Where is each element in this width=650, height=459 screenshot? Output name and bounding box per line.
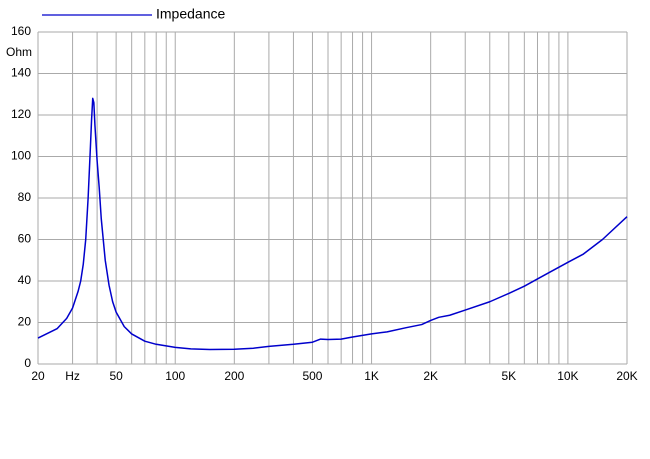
y-tick-label: 140 [11, 66, 31, 80]
x-tick-label: 100 [165, 369, 185, 383]
y-tick-label: 100 [11, 149, 31, 163]
y-axis-label: Ohm [6, 45, 32, 59]
x-tick-label: 20 [31, 369, 45, 383]
impedance-line [37, 97, 628, 351]
x-tick-label: 1K [364, 369, 379, 383]
x-tick-label: 20K [616, 369, 637, 383]
x-tick-label: 10K [557, 369, 578, 383]
x-tick-label: 500 [302, 369, 322, 383]
y-tick-label: 60 [18, 232, 32, 246]
x-tick-label: 50 [109, 369, 123, 383]
x-tick-label: Hz [65, 369, 80, 383]
y-tick-label: 160 [11, 24, 31, 38]
y-tick-label: 40 [18, 273, 32, 287]
y-tick-label: 0 [24, 356, 31, 370]
x-tick-label: 5K [501, 369, 516, 383]
y-tick-label: 120 [11, 107, 31, 121]
y-tick-label: 20 [18, 315, 32, 329]
x-tick-label: 200 [224, 369, 244, 383]
legend-label: Impedance [156, 6, 225, 22]
x-tick-label: 2K [423, 369, 438, 383]
y-tick-label: 80 [18, 190, 32, 204]
